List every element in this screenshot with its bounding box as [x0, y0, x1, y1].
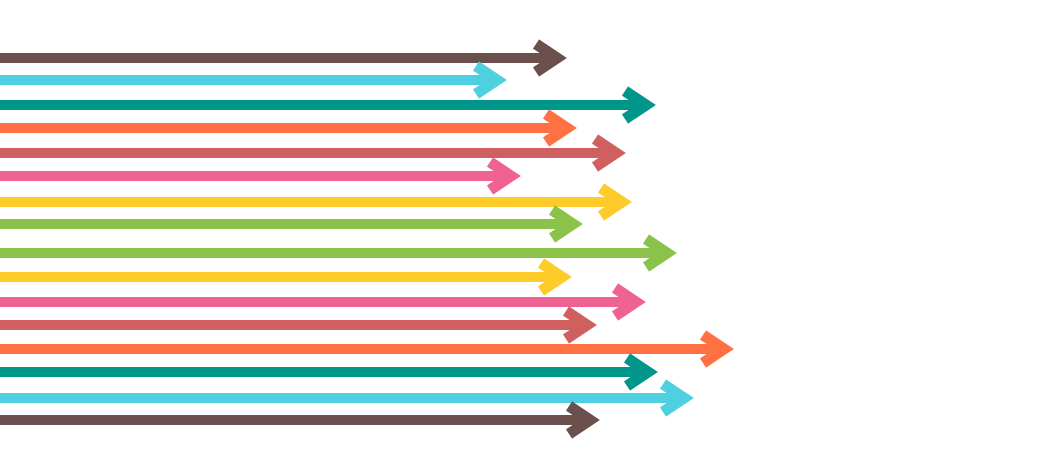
- arrow-6: [0, 157, 521, 195]
- arrow-2: [0, 61, 507, 99]
- arrow-11: [0, 283, 646, 321]
- arrow-head-icon: [699, 330, 734, 368]
- arrow-head-icon: [542, 109, 577, 147]
- arrow-head-icon: [532, 39, 567, 77]
- arrow-head-icon: [537, 258, 572, 296]
- arrow-head-icon: [486, 157, 521, 195]
- arrow-head-icon: [623, 353, 658, 391]
- arrow-head-icon: [472, 61, 507, 99]
- arrow-4: [0, 109, 577, 147]
- arrow-head-icon: [611, 283, 646, 321]
- arrow-head-icon: [621, 86, 656, 124]
- arrow-14: [0, 353, 658, 391]
- arrow-head-icon: [548, 205, 583, 243]
- arrow-9: [0, 234, 677, 272]
- arrow-13: [0, 330, 734, 368]
- arrow-3: [0, 86, 656, 124]
- arrow-head-icon: [642, 234, 677, 272]
- arrow-15: [0, 379, 694, 417]
- arrow-head-icon: [562, 306, 597, 344]
- arrow-12: [0, 306, 597, 344]
- arrow-head-icon: [591, 134, 626, 172]
- arrow-head-icon: [565, 401, 600, 439]
- arrow-1: [0, 39, 567, 77]
- arrow-7: [0, 183, 632, 221]
- arrow-5: [0, 134, 626, 172]
- arrow-head-icon: [659, 379, 694, 417]
- arrow-16: [0, 401, 600, 439]
- arrow-10: [0, 258, 572, 296]
- arrow-8: [0, 205, 583, 243]
- arrow-head-icon: [597, 183, 632, 221]
